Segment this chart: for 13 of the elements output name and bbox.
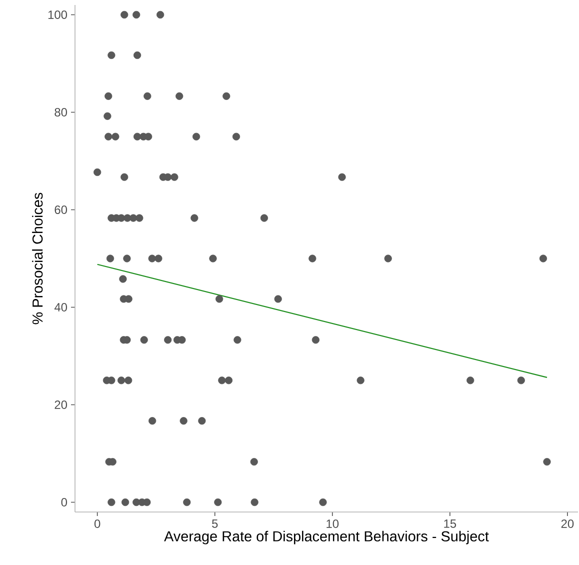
x-axis-title: Average Rate of Displacement Behaviors - Subject — [164, 530, 489, 544]
x-tick-label: 5 — [212, 520, 218, 528]
x-tick-label: 10 — [326, 520, 339, 528]
y-tick-label: 80 — [54, 108, 68, 116]
y-tick-label: 40 — [54, 303, 68, 312]
y-tick-label: 60 — [54, 206, 68, 214]
y-tick-label: 20 — [54, 400, 68, 409]
x-tick-label: 20 — [561, 520, 574, 528]
y-axis-title: % Prosocial Choices — [32, 192, 43, 324]
x-tick-label: 15 — [444, 520, 456, 528]
y-tick-label: 0 — [61, 498, 68, 506]
y-tick-label: 100 — [48, 10, 68, 19]
x-tick-label: 0 — [94, 520, 100, 528]
